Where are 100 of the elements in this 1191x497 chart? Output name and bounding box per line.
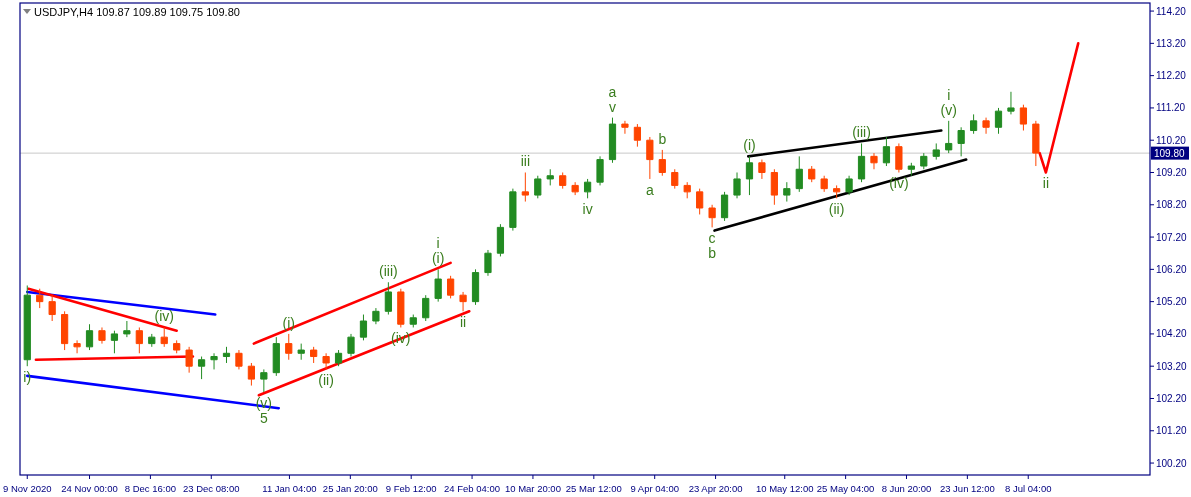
y-tick-label: 110.20 — [1156, 134, 1187, 146]
annotation: (iv) — [889, 175, 909, 192]
annotation: (iv) — [154, 308, 174, 325]
candlestick — [845, 175, 853, 196]
annotation: v — [609, 98, 616, 115]
candlestick — [559, 171, 567, 190]
x-tick-label: 9 Feb 12:00 — [385, 482, 437, 494]
annotation: i — [947, 86, 951, 103]
candlestick — [397, 288, 405, 328]
candlestick — [359, 314, 368, 341]
candlestick — [384, 281, 392, 316]
candlestick — [633, 123, 642, 148]
candlestick — [920, 152, 928, 170]
x-tick-label: 10 Mar 20:00 — [504, 482, 561, 494]
candlestick — [235, 349, 243, 370]
candlestick — [994, 107, 1003, 135]
candlestick — [372, 307, 380, 325]
candlestick — [1007, 91, 1015, 115]
candlestick — [795, 155, 803, 193]
candlestick — [857, 142, 866, 183]
candlestick — [247, 362, 256, 387]
candlestick — [608, 117, 617, 164]
candlestick — [197, 356, 206, 380]
x-tick-label: 8 Jun 20:00 — [881, 482, 932, 494]
candlestick — [48, 294, 56, 322]
candlestick — [222, 346, 231, 364]
candlestick — [833, 184, 841, 199]
candlestick — [210, 352, 218, 370]
y-tick-label: 103.20 — [1156, 360, 1188, 372]
candlestick — [783, 181, 791, 203]
candlestick — [820, 175, 828, 193]
annotation: b — [658, 130, 667, 147]
candlestick — [61, 310, 69, 351]
candlestick — [85, 323, 94, 351]
annotation: ii — [1042, 175, 1050, 192]
y-tick-label: 104.20 — [1156, 328, 1188, 340]
candlestick — [1032, 120, 1040, 167]
annotation: (ii) — [318, 372, 334, 389]
candlestick — [733, 171, 741, 199]
candlestick — [185, 346, 193, 374]
candlestick — [696, 188, 704, 215]
y-tick-label: 105.20 — [1156, 296, 1188, 308]
candlestick — [422, 294, 430, 322]
candlestick — [135, 326, 143, 354]
x-tick-label: 8 Jul 04:00 — [1005, 482, 1052, 494]
x-tick-label: 25 May 04:00 — [816, 482, 875, 494]
x-tick-label: 25 Mar 12:00 — [565, 482, 622, 494]
y-tick-label: 106.20 — [1156, 263, 1188, 275]
candlestick — [683, 181, 691, 199]
candlestick — [110, 330, 119, 354]
candlestick — [484, 249, 492, 277]
annotation: b — [708, 245, 717, 262]
candlestick — [36, 288, 44, 309]
y-tick-label: 112.20 — [1156, 70, 1187, 82]
candlestick — [945, 120, 953, 154]
annotation: iii — [520, 153, 531, 170]
y-tick-label: 102.20 — [1156, 392, 1188, 404]
candlestick — [23, 284, 31, 367]
candlestick — [434, 268, 442, 303]
candlestick — [882, 136, 891, 167]
annotation: (iii) — [379, 263, 398, 280]
candlestick — [870, 152, 878, 170]
candlestick — [496, 223, 505, 257]
candlestick — [173, 339, 181, 354]
candlestick — [745, 155, 754, 196]
candlestick — [409, 314, 417, 328]
candlestick — [957, 126, 965, 157]
candlestick — [658, 149, 666, 177]
x-tick-label: 10 May 12:00 — [755, 482, 814, 494]
x-tick-label: 24 Feb 04:00 — [444, 482, 501, 494]
candlestick — [334, 349, 343, 367]
candlestick — [260, 368, 268, 393]
x-tick-label: 11 Jan 04:00 — [262, 482, 317, 494]
x-tick-label: 8 Dec 16:00 — [124, 482, 177, 494]
annotation: (i) — [743, 137, 756, 154]
candlestick — [509, 188, 517, 232]
y-tick-label: 101.20 — [1156, 425, 1188, 437]
candlestick — [969, 113, 978, 135]
annotation: ii — [459, 314, 467, 331]
x-tick-label: 9 Nov 2020 — [2, 482, 52, 494]
candlestick — [471, 268, 480, 306]
candlestick — [758, 159, 766, 180]
annotation: (i) — [431, 250, 445, 267]
candlestick — [322, 352, 330, 370]
candlestick — [73, 339, 81, 354]
candlestick — [671, 168, 679, 190]
candlestick — [1019, 104, 1028, 132]
candlestick — [932, 142, 940, 161]
x-tick-label: 23 Dec 08:00 — [183, 482, 240, 494]
annotation: (ii) — [828, 201, 845, 218]
chart-title: USDJPY,H4 109.87 109.89 109.75 109.80 — [34, 6, 240, 18]
candlestick — [770, 168, 778, 206]
x-tick-label: 23 Apr 20:00 — [688, 482, 743, 494]
y-tick-label: 100.20 — [1156, 457, 1188, 469]
candlestick — [160, 326, 168, 348]
y-tick-label: 109.20 — [1156, 166, 1188, 178]
candlestick — [447, 275, 455, 299]
x-tick-label: 9 Apr 04:00 — [630, 482, 679, 494]
candlestick — [907, 162, 915, 177]
x-tick-label: 23 Jun 12:00 — [939, 482, 995, 494]
